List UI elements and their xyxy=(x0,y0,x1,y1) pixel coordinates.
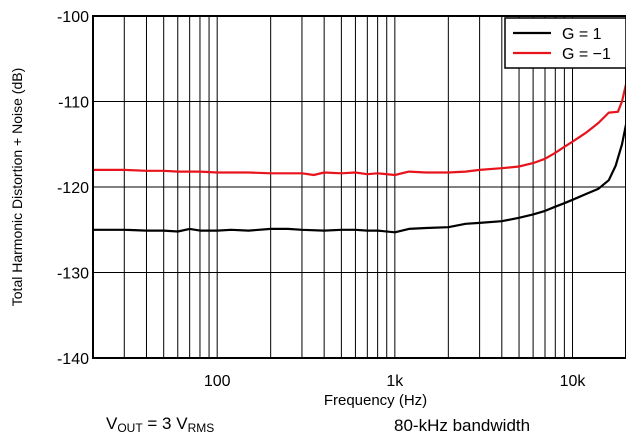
vout-sub: OUT xyxy=(117,421,143,435)
x-tick-label: 1k xyxy=(386,373,404,390)
legend-label: G = 1 xyxy=(562,26,602,43)
legend-label: G = −1 xyxy=(562,46,611,63)
series-line-2 xyxy=(93,84,626,177)
y-tick-label: -140 xyxy=(57,351,89,368)
vout-unit-sub: RMS xyxy=(187,421,215,435)
legend: G = 1 G = −1 xyxy=(504,17,626,69)
vout-caption: VOUT = 3 VRMS xyxy=(106,414,214,435)
grid-layer xyxy=(93,16,626,358)
y-tick-label: -120 xyxy=(57,180,89,197)
series-layer xyxy=(93,84,626,234)
x-tick-label: 10k xyxy=(560,373,587,390)
y-tick-label: -110 xyxy=(58,95,89,112)
y-axis-label: Total Harmonic Distortion + Noise (dB) xyxy=(9,68,25,306)
y-tick-label: -130 xyxy=(57,266,89,283)
y-tick-label: -100 xyxy=(57,9,89,26)
bandwidth-caption: 80-kHz bandwidth xyxy=(394,416,531,435)
vout-v: V xyxy=(106,414,118,433)
axis-layer: -100 -110 -120 -130 -140 100 1k 10k Frequency (H… xyxy=(9,9,626,409)
legend-box xyxy=(504,17,626,69)
plot-frame xyxy=(92,15,626,359)
x-tick-label: 100 xyxy=(204,373,231,390)
series-line-1 xyxy=(93,124,626,234)
x-axis-label: Frequency (Hz) xyxy=(324,392,427,409)
vout-value: = 3 V xyxy=(142,414,188,433)
